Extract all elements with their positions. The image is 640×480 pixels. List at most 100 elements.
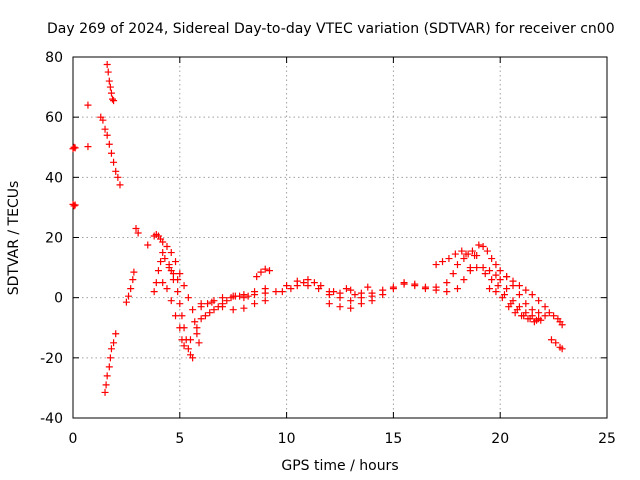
data-point: [347, 304, 355, 312]
data-point: [105, 363, 113, 371]
data-point: [70, 202, 78, 210]
data-point: [134, 229, 142, 237]
y-tick-label: 60: [45, 110, 63, 126]
data-point: [486, 267, 494, 275]
data-point: [152, 279, 160, 287]
data-point: [184, 294, 192, 302]
data-point: [261, 297, 269, 305]
data-point: [251, 288, 259, 296]
data-point: [154, 267, 162, 275]
data-point: [109, 95, 117, 103]
data-point: [351, 291, 359, 299]
data-point: [432, 261, 440, 269]
data-point: [176, 270, 184, 278]
data-point: [122, 298, 130, 306]
data-point: [223, 297, 231, 305]
data-point: [251, 300, 259, 308]
data-point: [530, 318, 538, 326]
data-point: [511, 309, 519, 317]
data-point: [400, 279, 408, 287]
data-point: [492, 288, 500, 296]
data-point: [193, 324, 201, 332]
data-point: [169, 270, 177, 278]
data-point: [107, 149, 115, 157]
x-tick-label: 25: [598, 431, 616, 447]
data-point: [515, 291, 523, 299]
x-tick-label: 5: [175, 431, 184, 447]
data-point: [114, 173, 122, 181]
data-point: [103, 372, 111, 380]
data-point: [541, 312, 549, 320]
data-point: [528, 291, 536, 299]
data-point: [503, 285, 511, 293]
data-point: [479, 243, 487, 251]
data-point: [278, 288, 286, 296]
data-point: [357, 300, 365, 308]
data-point: [421, 285, 429, 293]
data-point: [219, 294, 227, 302]
data-point: [103, 131, 111, 139]
data-point: [547, 336, 555, 344]
y-tick-label: -20: [40, 351, 63, 367]
data-point: [172, 258, 180, 266]
data-point: [105, 140, 113, 148]
grid: [73, 57, 607, 418]
data-point: [244, 292, 252, 300]
data-point: [347, 297, 355, 305]
data-point: [167, 297, 175, 305]
data-point: [330, 288, 338, 296]
data-point: [125, 292, 133, 300]
data-point: [201, 312, 209, 320]
data-point: [266, 267, 274, 275]
data-point: [300, 279, 308, 287]
data-point: [110, 97, 118, 105]
data-point: [161, 255, 169, 263]
x-tick-label: 20: [491, 431, 509, 447]
data-point: [498, 294, 506, 302]
data-point: [445, 255, 453, 263]
data-point: [112, 330, 120, 338]
data-point: [443, 288, 451, 296]
data-point: [176, 300, 184, 308]
data-point: [70, 143, 78, 151]
x-tick-label: 10: [278, 431, 296, 447]
data-point: [99, 116, 107, 124]
data-point: [453, 285, 461, 293]
data-point: [163, 243, 171, 251]
data-point: [481, 270, 489, 278]
data-point: [509, 277, 517, 285]
data-point: [473, 264, 481, 272]
data-point: [101, 125, 109, 133]
data-point: [475, 241, 483, 249]
data-point: [494, 282, 502, 290]
data-point: [184, 345, 192, 353]
data-point: [204, 300, 212, 308]
data-point: [310, 279, 318, 287]
data-point: [558, 345, 566, 353]
data-point: [180, 282, 188, 290]
data-point: [71, 201, 79, 209]
data-point: [283, 282, 291, 290]
data-point: [479, 264, 487, 272]
data-point: [107, 345, 115, 353]
data-point: [486, 285, 494, 293]
data-points: [69, 61, 566, 396]
data-point: [535, 297, 543, 305]
data-point: [157, 258, 165, 266]
y-tick-label: 40: [45, 170, 63, 186]
data-point: [165, 261, 173, 269]
data-point: [261, 285, 269, 293]
data-point: [293, 277, 301, 285]
data-point: [325, 291, 333, 299]
data-point: [515, 282, 523, 290]
data-point: [336, 289, 344, 297]
data-point: [522, 300, 530, 308]
data-point: [503, 273, 511, 281]
y-tick-label: -40: [40, 411, 63, 427]
data-point: [178, 336, 186, 344]
data-point: [379, 291, 387, 299]
data-point: [257, 268, 265, 276]
data-point: [462, 250, 470, 258]
data-point: [261, 265, 269, 273]
data-point: [107, 89, 115, 97]
